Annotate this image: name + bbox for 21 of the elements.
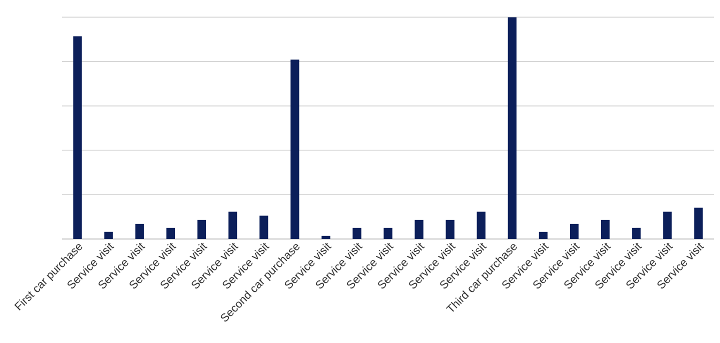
bar [414,220,424,239]
bar [476,212,486,239]
bar [73,36,82,239]
bar [135,224,144,239]
bar [601,220,610,239]
bar [228,212,238,239]
bar [197,220,206,239]
bar [259,216,268,239]
bar [632,228,641,239]
bar [446,220,454,239]
bar [352,228,362,239]
bar [104,232,113,239]
bar [538,232,548,239]
bar [322,236,330,239]
bar [570,224,579,239]
bar [663,212,672,239]
bar [166,228,176,239]
bar [290,60,300,239]
bar [694,208,703,239]
bar [508,17,517,239]
bar [384,228,392,239]
